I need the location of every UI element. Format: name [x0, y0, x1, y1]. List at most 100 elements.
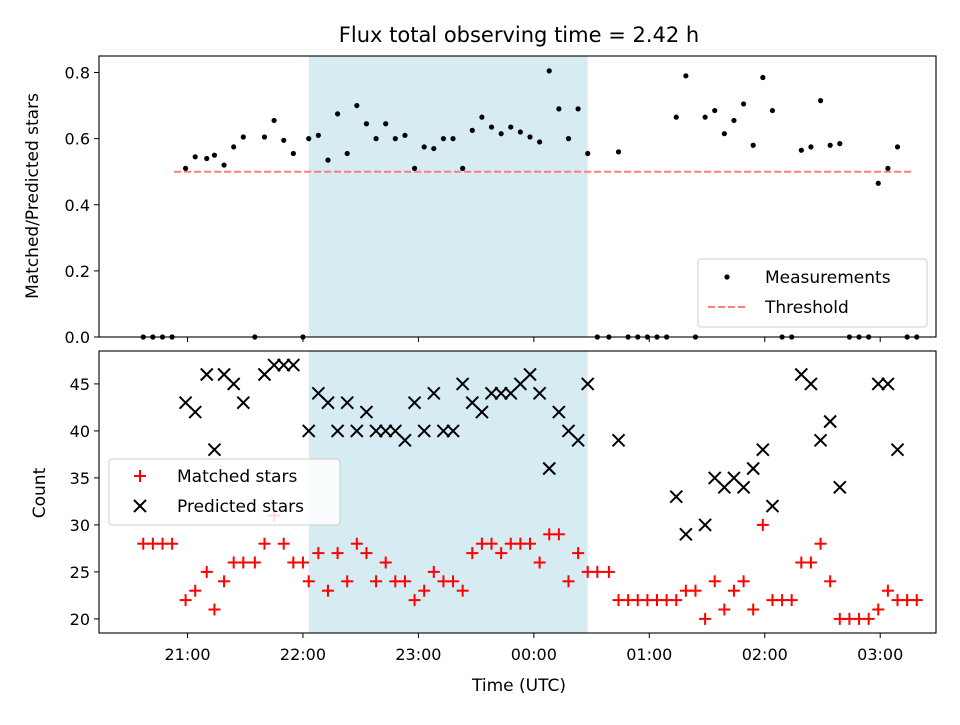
predicted-stars-point [417, 424, 431, 438]
measurement-point [517, 129, 523, 135]
measurement-point [702, 114, 708, 120]
measurement-point [431, 145, 437, 152]
measurement-point [488, 124, 495, 130]
measurement-point [354, 102, 360, 109]
matched-stars-point [248, 556, 261, 569]
predicted-stars-point [552, 405, 566, 419]
measurement-point [537, 139, 543, 145]
predicted-stars-point [436, 424, 451, 438]
predicted-stars-point [484, 386, 499, 401]
y-tick-label: 30 [70, 516, 90, 535]
predicted-stars-point [611, 433, 626, 448]
measurement-point [575, 106, 581, 112]
legend-top: Measurements Threshold [697, 258, 928, 328]
measurement-point [740, 101, 747, 107]
measurement-point [271, 117, 277, 124]
measurement-point [383, 121, 389, 127]
matched-stars-point [398, 575, 411, 588]
measurement-point [556, 106, 562, 112]
measurement-point [315, 132, 321, 138]
legend-label-matched: Matched stars [177, 467, 297, 487]
measurement-point [827, 142, 833, 148]
matched-stars-point [302, 575, 315, 588]
observing-window-shade [308, 56, 588, 337]
measurement-point [527, 134, 533, 140]
matched-stars-point [485, 537, 498, 550]
axes-frame-top [98, 55, 937, 338]
matched-stars-point [910, 594, 923, 607]
matched-stars-point [179, 594, 192, 607]
predicted-stars-point [765, 499, 780, 513]
matched-stars-point [737, 575, 750, 588]
matched-stars-point [747, 603, 760, 616]
y-tick-label: 0.4 [65, 196, 90, 215]
matched-stars-point [718, 603, 731, 616]
y-tick-label: 20 [70, 610, 90, 629]
x-axis-ticks-bottom: 21:00 22:00 23:00 00:00 01:00 02:00 03:00 [164, 633, 903, 664]
y-axis-ticks-bottom: 20 25 30 35 40 45 [70, 375, 99, 629]
legend-label-measurements: Measurements [765, 268, 891, 288]
predicted-stars-point [523, 367, 537, 382]
matched-stars-point [296, 556, 309, 569]
legend-box-bottom [108, 458, 341, 526]
matched-stars-point [699, 612, 712, 625]
matched-stars-point [602, 565, 615, 578]
x-axis-ticks-top [187, 337, 881, 342]
measurement-point [769, 107, 776, 114]
measurement-point [392, 136, 398, 142]
y-axis-label-bottom: Count [30, 467, 50, 518]
predicted-stars-point [455, 377, 470, 391]
matched-stars-point [862, 612, 875, 625]
predicted-stars-point [756, 442, 770, 457]
y-axis-ticks-top: 0.0 0.2 0.4 0.6 0.8 [65, 64, 99, 347]
predicted-stars-point [532, 386, 547, 401]
predicted-stars-point [321, 395, 335, 410]
measurement-point [306, 136, 312, 142]
measurement-point [615, 149, 622, 155]
legend-marker-predicted [133, 499, 147, 513]
measurement-point [798, 147, 804, 153]
measurement-point [712, 107, 718, 114]
measurement-point [750, 142, 756, 148]
predicted-stars-point [746, 461, 760, 476]
x-tick-label: 21:00 [164, 645, 210, 664]
measurement-point [290, 150, 296, 157]
measurement-point [460, 165, 466, 171]
y-tick-label: 40 [70, 422, 90, 441]
matched-stars-point [427, 565, 440, 578]
measurement-point [817, 98, 824, 104]
predicted-stars-point [427, 386, 441, 401]
matched-stars-point [785, 594, 798, 607]
x-tick-label: 00:00 [511, 645, 557, 664]
chart-title: Flux total observing time = 2.42 h [339, 23, 699, 47]
y-tick-label: 0.8 [65, 64, 90, 83]
predicted-stars-point [542, 461, 556, 476]
matched-stars-point [814, 537, 827, 550]
x-tick-label: 23:00 [395, 645, 441, 664]
matched-stars-point [804, 556, 817, 569]
predicted-stars-point [359, 405, 374, 419]
measurement-point [421, 144, 427, 150]
predicted-stars-point [200, 367, 214, 382]
matched-stars-point [756, 518, 769, 531]
measurement-point [585, 150, 591, 157]
measurement-point [211, 152, 218, 158]
legend-label-predicted: Predicted stars [177, 497, 304, 517]
predicted-stars-point [833, 480, 847, 495]
matched-stars-point [379, 556, 392, 569]
y-tick-label: 0.2 [65, 262, 90, 281]
observing-window-shade [308, 351, 588, 633]
matched-stars-point [727, 584, 740, 597]
measurement-point [281, 137, 287, 143]
panel-top: 0.00.20.40.60.8 Matched/Predicted stars … [23, 55, 937, 347]
matched-stars-point [237, 556, 250, 569]
predicted-stars-point [804, 377, 818, 391]
matched-stars-point [533, 556, 546, 569]
measurement-point [565, 136, 572, 142]
predicted-stars-point [494, 386, 508, 401]
y-tick-label: 45 [70, 375, 90, 394]
matched-stars-point [166, 537, 179, 550]
legend-box-top [697, 258, 928, 328]
measurement-point [373, 136, 379, 142]
